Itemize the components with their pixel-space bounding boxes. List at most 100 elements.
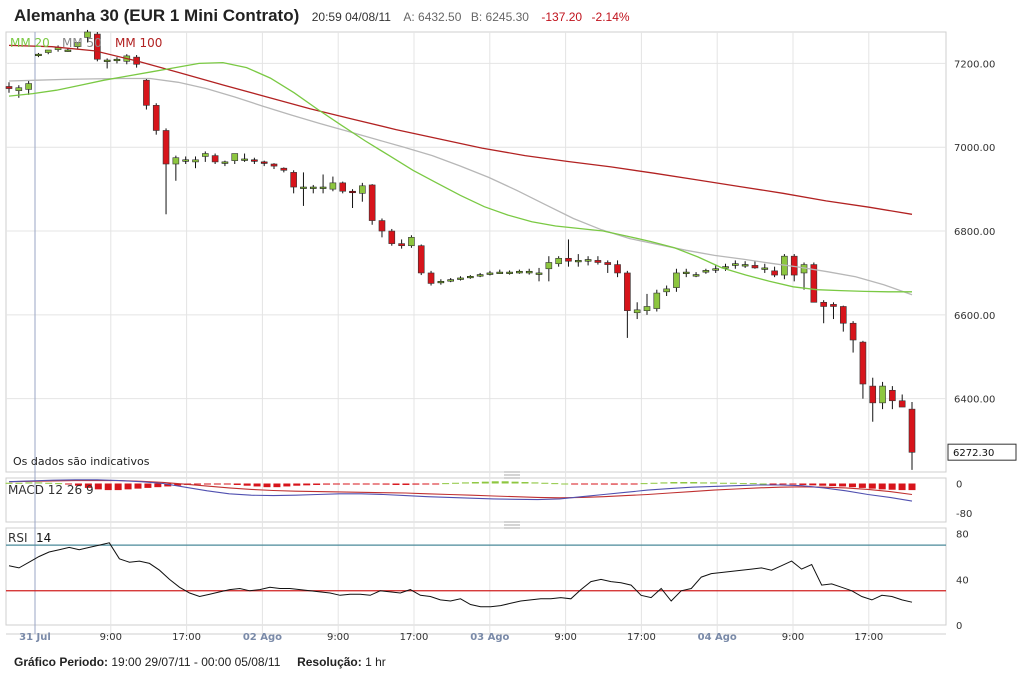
candle-body [820, 301, 827, 307]
x-axis: 31 Jul 9:00 17:00 02 Ago 9:00 17:00 03 Ago 9:00… [19, 632, 883, 643]
macd-tick-label: -80 [956, 509, 972, 520]
macd-hist-bar [25, 482, 33, 484]
candle [702, 268, 710, 274]
candle-body [751, 265, 759, 269]
candle [663, 285, 670, 296]
macd-hist-bar [868, 483, 876, 489]
candle [221, 160, 229, 167]
macd-hist-bar [521, 482, 529, 484]
price-panel[interactable]: 7200.00 7000.00 6800.00 6600.00 6400.00 MM 20… [5, 29, 1017, 470]
macd-hist-bar [5, 482, 13, 484]
candle [270, 163, 278, 170]
candle [800, 262, 808, 290]
candle [260, 160, 268, 167]
price-tick-label: 7000.00 [954, 143, 995, 154]
candle-body [643, 306, 651, 311]
candle [378, 218, 386, 238]
candle [437, 279, 445, 285]
macd-hist-bar [789, 483, 797, 485]
candle [319, 174, 327, 194]
price-chart[interactable]: 7200.00 7000.00 6800.00 6600.00 6400.00 MM 20… [0, 0, 1024, 650]
candle-body [653, 292, 661, 309]
candle-body [398, 243, 405, 247]
macd-hist-bar [571, 483, 579, 485]
candle [35, 52, 42, 58]
macd-hist-bar [104, 483, 112, 491]
candle-body [378, 220, 386, 232]
macd-hist-bar [829, 483, 837, 487]
time-tick-label: 17:00 [854, 632, 883, 643]
rsi-tick-label: 0 [956, 621, 962, 632]
macd-hist-bar [402, 483, 410, 485]
candle-body [319, 186, 327, 189]
macd-hist-bar [848, 483, 856, 488]
candle [516, 269, 523, 274]
macd-hist-bar [174, 483, 182, 486]
candle-body [614, 264, 621, 274]
candle [682, 268, 690, 278]
candle-body [437, 281, 445, 284]
candle [211, 153, 219, 164]
candle [525, 268, 533, 275]
macd-hist-bar [511, 481, 519, 484]
price-tick-label: 6400.00 [954, 395, 995, 406]
macd-hist-bar [323, 483, 331, 485]
macd-hist-bar [144, 483, 152, 488]
macd-hist-bar [680, 482, 688, 484]
resolution-value: 1 hr [365, 655, 386, 669]
candle-body [633, 309, 641, 314]
candle-body [673, 272, 680, 288]
macd-hist-bar [313, 483, 321, 485]
panel-resize-handle [504, 521, 520, 529]
candle-body [849, 322, 857, 341]
rsi-panel[interactable]: 80 40 0 RSI 14 [6, 530, 969, 632]
macd-hist-bar [739, 483, 747, 485]
candle [417, 244, 425, 276]
candle [879, 381, 886, 410]
candle-body [663, 288, 670, 293]
macd-panel[interactable]: 0 -80 MACD 12 26 9 [5, 479, 973, 520]
macd-hist-bar [729, 482, 737, 484]
candle [103, 58, 111, 69]
ma20-line [8, 61, 912, 293]
candle [604, 260, 612, 273]
candle [496, 269, 504, 274]
candle [761, 263, 769, 273]
candle-body [25, 83, 32, 90]
candle [84, 29, 91, 43]
candle-body [349, 190, 356, 194]
candle [741, 261, 749, 268]
candle [633, 302, 641, 320]
candle [5, 82, 13, 93]
macd-hist-bar [223, 483, 231, 485]
candle [172, 155, 180, 181]
candle [368, 184, 376, 225]
candle [545, 256, 553, 282]
candle-body [280, 167, 288, 171]
macd-hist-bar [600, 483, 608, 485]
candle [359, 182, 366, 202]
candle [74, 42, 82, 49]
candle-body [771, 270, 778, 276]
candle [457, 276, 464, 281]
candle [152, 103, 160, 135]
macd-hist-bar [491, 481, 499, 484]
candle [467, 275, 474, 279]
macd-hist-bar [461, 482, 469, 484]
candle-body [810, 264, 818, 303]
candle-body [908, 408, 916, 453]
macd-hist-bar [531, 482, 539, 484]
candle [790, 254, 798, 282]
candle-body [74, 42, 82, 47]
panel-frame-0 [5, 31, 947, 473]
candle [476, 272, 484, 278]
candle [624, 270, 631, 338]
macd-hist-bar [84, 483, 92, 488]
candle-body [859, 341, 867, 385]
macd-hist-bar [442, 483, 450, 485]
candle [712, 264, 719, 273]
candle-body [241, 158, 248, 161]
candle [869, 377, 877, 422]
macd-hist-bar [610, 483, 618, 485]
candle [408, 235, 415, 248]
